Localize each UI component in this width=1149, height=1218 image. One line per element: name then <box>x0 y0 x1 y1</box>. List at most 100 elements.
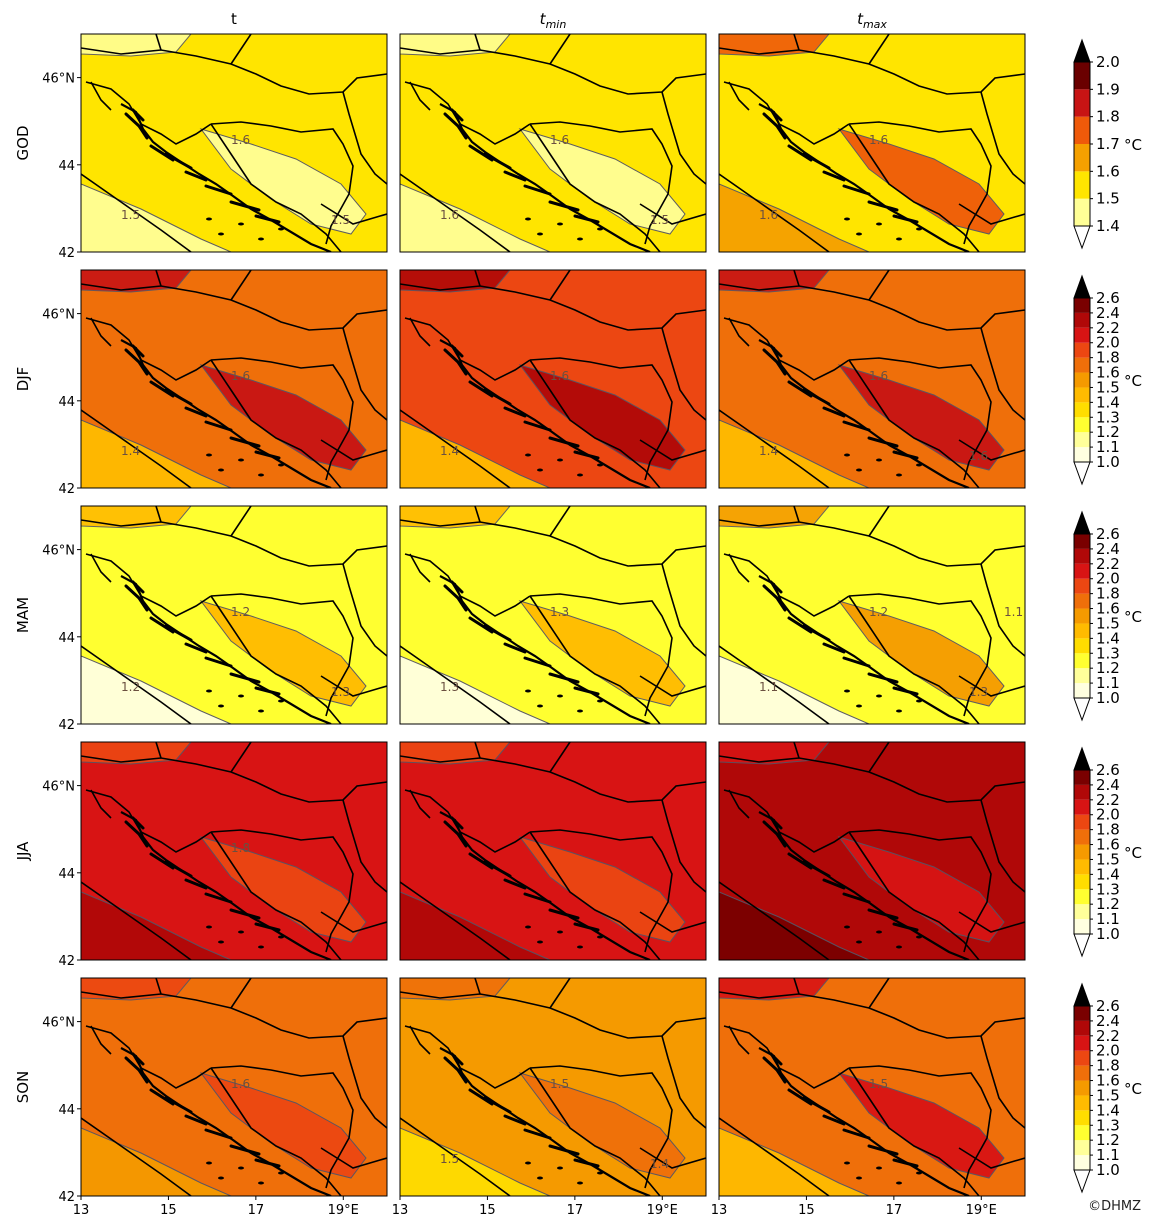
country-border <box>155 34 162 51</box>
colorbar-tick-label: 1.6 <box>1096 1072 1120 1090</box>
country-border <box>719 645 830 724</box>
country-border <box>404 81 531 145</box>
colorbar-extend-max <box>1073 274 1091 299</box>
colorbar-extend-min <box>1073 697 1091 722</box>
island <box>573 686 600 696</box>
country-border <box>342 1035 387 1129</box>
island <box>787 1088 813 1106</box>
contour-label: 1.5 <box>121 208 140 222</box>
colorbar-god: 1.4 1.5 1.6 1.7 1.8 1.9 2.0 °C <box>1073 38 1142 250</box>
country-border <box>639 675 706 697</box>
island <box>597 699 603 703</box>
contour-label: 1.6 <box>969 449 988 463</box>
island <box>577 237 583 241</box>
country-border <box>90 317 112 347</box>
colorbar-son: 1.01.11.21.31.41.51.61.82.02.22.42.6 °C <box>1073 982 1142 1194</box>
island <box>537 468 543 472</box>
lon-tick-label: 19°E <box>647 1203 678 1218</box>
country-border <box>400 881 511 960</box>
island <box>548 436 580 448</box>
island <box>597 935 603 939</box>
country-border <box>85 553 212 617</box>
column-title-tmin: tmin <box>540 10 567 31</box>
island <box>896 473 902 477</box>
island <box>149 616 175 634</box>
island <box>124 1056 149 1084</box>
island <box>787 852 813 870</box>
island <box>856 232 862 236</box>
island <box>842 420 871 432</box>
colorbar-tick-label: 1.6 <box>1096 836 1120 854</box>
colorbar-tick-label: 1.8 <box>1096 1057 1120 1075</box>
island <box>548 200 580 212</box>
island <box>258 237 264 241</box>
colorbar-segment <box>1074 171 1090 199</box>
contour-label: 1.4 <box>650 1157 669 1171</box>
panel-frame <box>718 33 1026 253</box>
island <box>856 940 862 944</box>
colorbar-tick-label: 1.4 <box>1096 1101 1120 1119</box>
country-border <box>474 978 481 995</box>
panel-frame <box>80 269 388 489</box>
country-border <box>848 1067 980 1196</box>
country-border <box>400 47 706 95</box>
island <box>787 144 813 162</box>
island <box>769 108 783 122</box>
country-border <box>661 327 706 421</box>
island <box>523 656 552 668</box>
colorbar-tick-label: 1.3 <box>1096 880 1120 898</box>
country-border <box>793 978 800 995</box>
lat-tick-label: 42 <box>58 246 75 261</box>
island <box>867 436 899 448</box>
coastline <box>758 1047 970 1196</box>
country-border <box>529 1067 661 1196</box>
country-border <box>400 645 511 724</box>
contour-label: 1.6 <box>231 133 250 147</box>
island <box>468 1088 494 1106</box>
country-border <box>230 34 252 65</box>
colorbar-frame <box>1073 533 1091 699</box>
country-border <box>661 799 706 893</box>
island <box>523 420 552 432</box>
colorbar-tick-label: 1.2 <box>1096 1131 1120 1149</box>
colorbar-segment <box>1074 144 1090 172</box>
island <box>597 1171 603 1175</box>
island <box>254 686 281 696</box>
colorbar-tick-label: 2.4 <box>1096 304 1120 322</box>
colorbar-extend-min <box>1073 933 1091 958</box>
island <box>844 689 850 693</box>
island <box>573 450 600 460</box>
country-border <box>719 173 830 252</box>
country-border <box>529 593 673 717</box>
country-border <box>728 789 750 819</box>
contour-label: 1.6 <box>759 208 778 222</box>
island <box>769 1052 783 1066</box>
country-border <box>868 506 890 537</box>
colorbar-segment <box>1074 563 1090 579</box>
country-border <box>409 81 431 111</box>
country-border <box>719 1117 830 1196</box>
colorbar-jja: 1.01.11.21.31.41.51.61.82.02.22.42.6 °C <box>1073 746 1142 958</box>
island <box>450 580 464 594</box>
coastline <box>439 103 651 252</box>
colorbar-segment <box>1074 534 1090 549</box>
contour-label: 1.5 <box>550 1077 569 1091</box>
island <box>822 406 846 418</box>
colorbar-mam: 1.01.11.21.31.41.51.61.82.02.22.42.6 °C <box>1073 510 1142 722</box>
island <box>916 227 922 231</box>
colorbar-segment <box>1074 89 1090 117</box>
country-border <box>529 831 661 960</box>
colorbar-frame <box>1073 1005 1091 1171</box>
panel-frame <box>80 741 388 961</box>
country-border <box>980 1035 1025 1129</box>
island <box>184 878 208 890</box>
island <box>876 222 882 226</box>
country-border <box>549 34 571 65</box>
island <box>916 463 922 467</box>
country-border <box>719 755 1025 803</box>
island <box>573 922 600 932</box>
island <box>867 1144 899 1156</box>
island <box>229 672 261 684</box>
